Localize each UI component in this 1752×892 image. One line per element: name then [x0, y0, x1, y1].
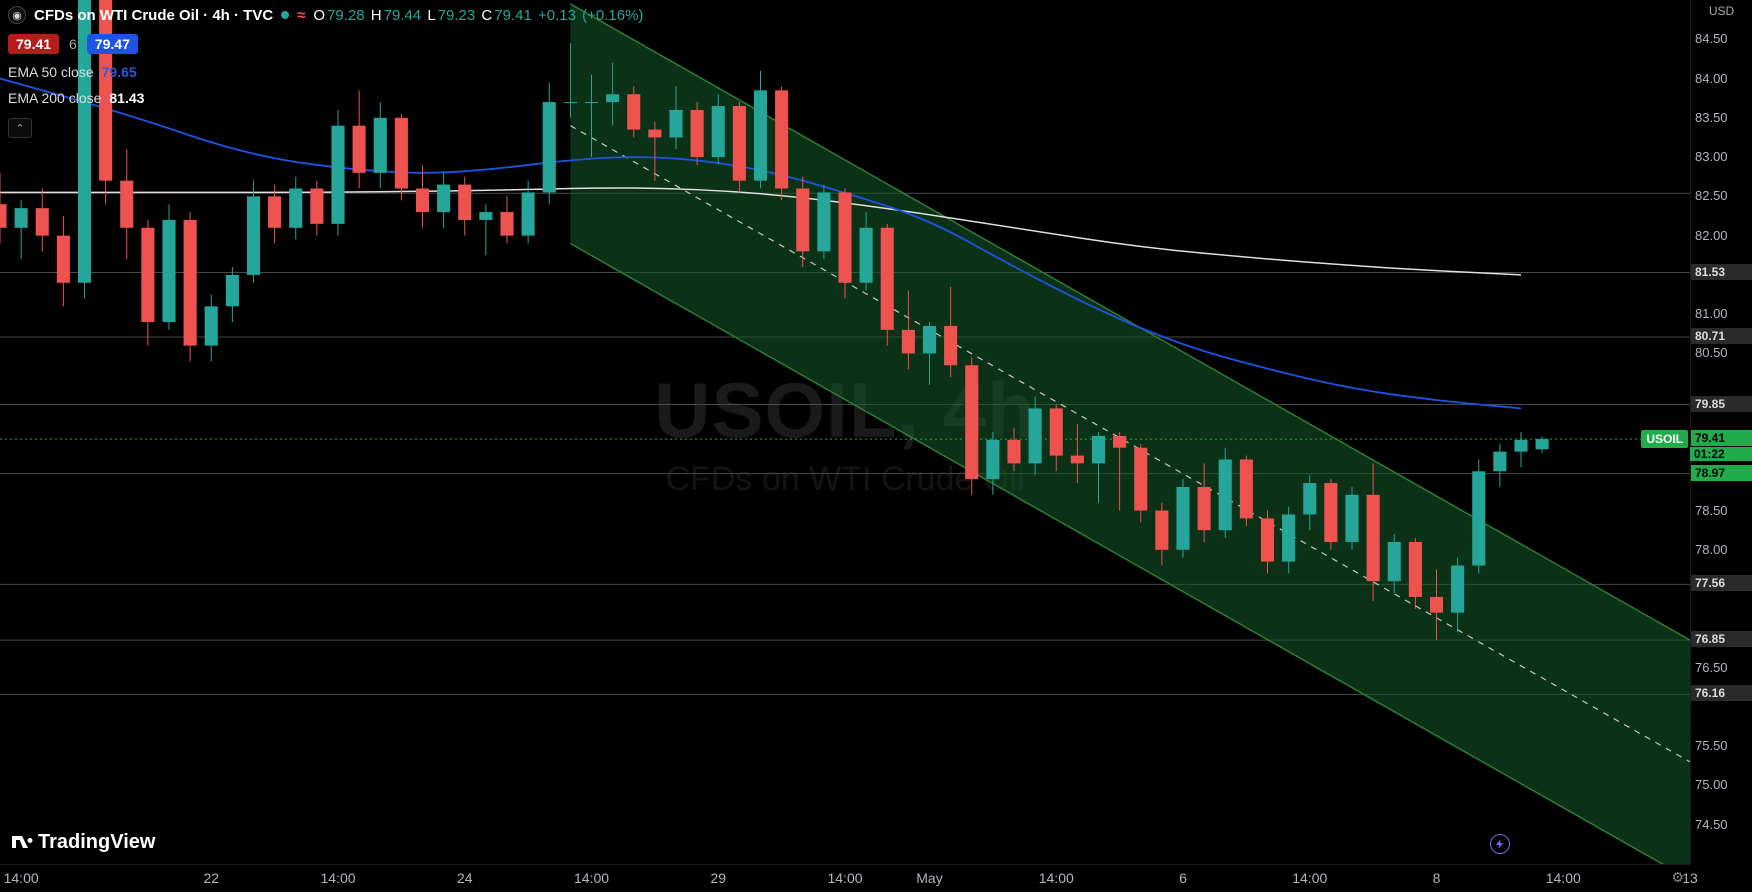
- price-tick: 76.50: [1695, 660, 1728, 675]
- ohlc-change: +0.13: [538, 7, 576, 24]
- price-tick: 83.50: [1695, 110, 1728, 125]
- time-tick: 6: [1179, 870, 1187, 886]
- tradingview-logo[interactable]: TradingView: [10, 830, 155, 854]
- replay-flash-icon[interactable]: [1490, 834, 1510, 854]
- spread-value: 6: [69, 36, 77, 52]
- ohlc-close: 79.41: [494, 7, 532, 24]
- tradingview-icon: [10, 830, 34, 854]
- ohlc-open: 79.28: [327, 7, 365, 24]
- time-tick: 14:00: [574, 870, 609, 886]
- ohlc-readout: O79.28 H79.44 L79.23 C79.41 +0.13 (+0.16…: [313, 7, 645, 24]
- price-tag: 76.16: [1691, 685, 1752, 701]
- indicator-value: 81.43: [109, 90, 144, 106]
- collapse-indicators-button[interactable]: ⌃: [8, 118, 32, 138]
- price-tick: 82.00: [1695, 228, 1728, 243]
- time-tick: 14:00: [1292, 870, 1327, 886]
- time-tick: 13: [1682, 870, 1698, 886]
- price-tag: 81.53: [1691, 264, 1752, 280]
- indicator-legend[interactable]: EMA 50 close 79.65: [8, 64, 137, 80]
- price-tag: 76.85: [1691, 631, 1752, 647]
- indicator-label: EMA 50 close: [8, 64, 94, 80]
- time-tick: 29: [710, 870, 726, 886]
- countdown-tag: 01:22: [1690, 447, 1752, 461]
- symbol-tag[interactable]: USOIL: [1641, 430, 1688, 448]
- price-tick: 78.50: [1695, 503, 1728, 518]
- time-tick: 14:00: [320, 870, 355, 886]
- price-tick: 74.50: [1695, 817, 1728, 832]
- chevron-up-icon: ⌃: [15, 122, 24, 135]
- price-tick: 75.50: [1695, 738, 1728, 753]
- time-tick: May: [916, 870, 942, 886]
- symbol-title[interactable]: CFDs on WTI Crude Oil · 4h · TVC: [34, 7, 273, 24]
- market-open-dot-icon: [281, 11, 289, 19]
- time-tick: 14:00: [827, 870, 862, 886]
- bid-ask-row: 79.41 6 79.47: [8, 34, 138, 54]
- bid-badge[interactable]: 79.41: [8, 34, 59, 54]
- time-tick: 24: [457, 870, 473, 886]
- price-tag: 78.97: [1691, 465, 1752, 481]
- indicator-label: EMA 200 close: [8, 90, 101, 106]
- symbol-info-bar: ◉ CFDs on WTI Crude Oil · 4h · TVC ≈ O79…: [8, 6, 645, 24]
- price-tick: 84.50: [1695, 31, 1728, 46]
- indicator-legend[interactable]: EMA 200 close 81.43: [8, 90, 144, 106]
- price-tick: 81.00: [1695, 306, 1728, 321]
- chart-plot[interactable]: [0, 0, 1690, 864]
- indicator-value: 79.65: [102, 64, 137, 80]
- time-tick: 14:00: [4, 870, 39, 886]
- price-axis[interactable]: USD 84.50 84.00 83.50 83.00 82.50 82.00 81.00 8…: [1690, 0, 1752, 864]
- price-tag: 80.71: [1691, 328, 1752, 344]
- approx-icon: ≈: [297, 7, 305, 24]
- currency-label: USD: [1691, 4, 1752, 18]
- time-tick: 14:00: [1039, 870, 1074, 886]
- price-tick: 80.50: [1695, 345, 1728, 360]
- price-tag: 79.85: [1691, 396, 1752, 412]
- time-tick: 22: [203, 870, 219, 886]
- oil-drop-icon: ◉: [8, 6, 26, 24]
- time-axis[interactable]: ⚙ 14:002214:002414:002914:00May14:00614:…: [0, 864, 1690, 892]
- price-tick: 78.00: [1695, 542, 1728, 557]
- price-tag: 77.56: [1691, 575, 1752, 591]
- ask-badge[interactable]: 79.47: [87, 34, 138, 54]
- price-tick: 82.50: [1695, 188, 1728, 203]
- price-tag: 79.41: [1691, 430, 1752, 446]
- tradingview-logo-text: TradingView: [38, 831, 155, 854]
- price-tick: 83.00: [1695, 149, 1728, 164]
- ohlc-change-pct: (+0.16%): [582, 7, 643, 24]
- price-tick: 84.00: [1695, 71, 1728, 86]
- ohlc-high: 79.44: [384, 7, 422, 24]
- time-tick: 8: [1433, 870, 1441, 886]
- ohlc-low: 79.23: [438, 7, 476, 24]
- time-tick: 14:00: [1546, 870, 1581, 886]
- price-tick: 75.00: [1695, 777, 1728, 792]
